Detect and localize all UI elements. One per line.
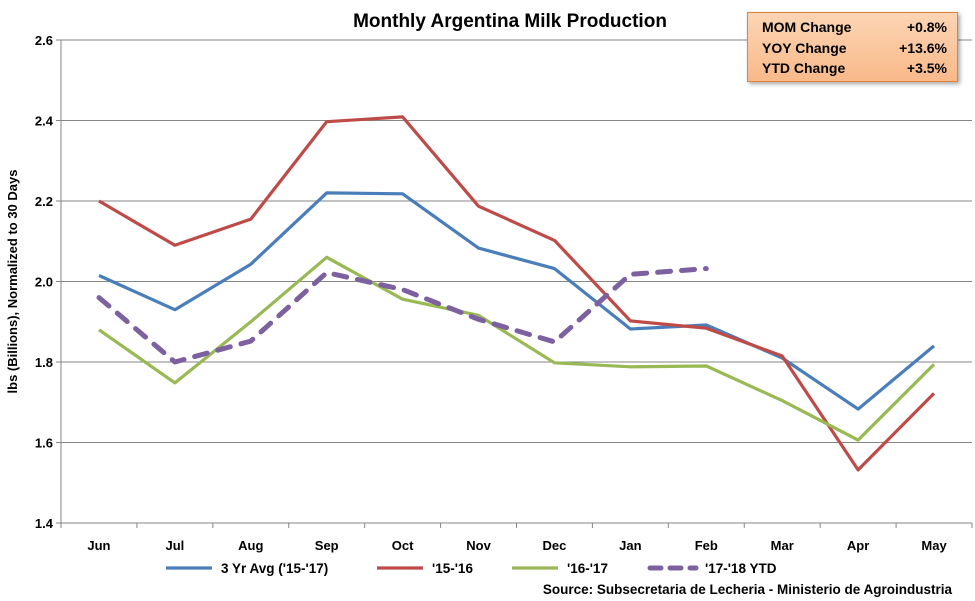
- y-tick-label: 2.0: [35, 275, 53, 290]
- stats-value: +3.5%: [906, 60, 947, 76]
- series-line: [98, 255, 936, 442]
- stats-row-mom: MOM Change +0.8%: [762, 17, 947, 38]
- y-tick-label: 1.8: [35, 355, 53, 370]
- y-tick-label: 2.2: [35, 194, 53, 209]
- series-line: [98, 115, 936, 472]
- series-line: [98, 191, 936, 411]
- y-tick-label: 1.4: [35, 516, 54, 531]
- x-tick-label: Feb: [695, 538, 718, 553]
- stats-label: YTD Change: [762, 60, 846, 76]
- stats-label: MOM Change: [762, 19, 852, 35]
- y-tick-label: 1.6: [35, 436, 53, 451]
- y-tick-labels: 1.4 1.6 1.8 2.0 2.2 2.4 2.6: [35, 33, 54, 531]
- chart-title: Monthly Argentina Milk Production: [353, 11, 667, 32]
- x-tick-label: Mar: [771, 538, 794, 553]
- legend: 3 Yr Avg ('15-'17) '15-'16 '16-'17 '17-'18 …: [166, 561, 777, 576]
- x-tick-label: Aug: [238, 538, 263, 553]
- x-tick-labels: Jun Jul Aug Sep Oct Nov Dec Jan Feb Mar Apr May: [87, 538, 947, 553]
- x-tick-label: Apr: [847, 538, 869, 553]
- stats-value: +0.8%: [906, 19, 947, 35]
- x-tick-label: Oct: [392, 538, 414, 553]
- series-line: [96, 266, 709, 365]
- source-note: Source: Subsecretaria de Lecheria - Mini…: [543, 582, 953, 597]
- stats-label: YOY Change: [762, 39, 847, 56]
- stats-value: +13.6%: [899, 39, 947, 56]
- gridlines: [56, 39, 973, 528]
- legend-label: '15-'16: [432, 561, 473, 576]
- legend-label: 3 Yr Avg ('15-'17): [221, 561, 328, 576]
- x-tick-label: Jan: [619, 538, 641, 553]
- legend-label: '16-'17: [567, 561, 608, 576]
- y-tick-label: 2.4: [35, 114, 54, 129]
- x-tick-label: May: [921, 538, 947, 553]
- x-tick-label: Nov: [466, 538, 491, 553]
- stats-row-yoy: YOY Change +13.6%: [762, 38, 947, 59]
- y-tick-label: 2.6: [35, 33, 53, 48]
- stats-row-ytd: YTD Change +3.5%: [762, 58, 947, 79]
- plot-area: [96, 115, 936, 472]
- x-tick-label: Jul: [165, 538, 184, 553]
- y-axis-label: lbs (Billions), Normalized to 30 Days: [5, 170, 20, 394]
- legend-label: '17-'18 YTD: [705, 561, 777, 576]
- x-tick-label: Jun: [87, 538, 110, 553]
- x-tick-label: Sep: [315, 538, 339, 553]
- x-tick-label: Dec: [543, 538, 567, 553]
- change-summary-box: MOM Change +0.8% YOY Change +13.6% YTD C…: [747, 12, 958, 82]
